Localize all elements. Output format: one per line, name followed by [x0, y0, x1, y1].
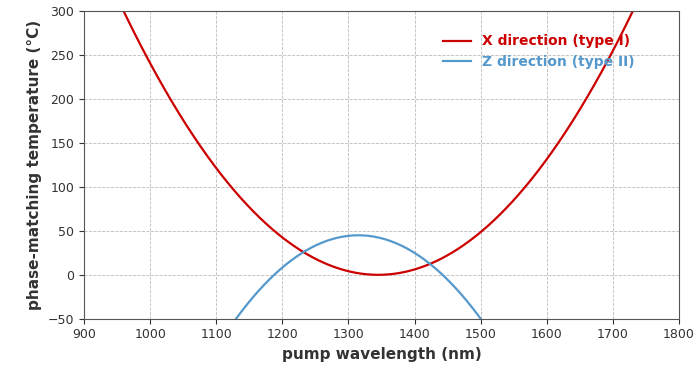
Z direction (type II) — [477, 316, 485, 321]
Z direction (type II) — [354, 233, 363, 237]
Y-axis label: phase-matching temperature (°C): phase-matching temperature (°C) — [27, 20, 42, 310]
Legend: X direction (type I), Z direction (type II): X direction (type I), Z direction (type … — [436, 27, 641, 76]
Z direction (type II) — [232, 316, 240, 321]
X-axis label: pump wavelength (nm): pump wavelength (nm) — [281, 347, 482, 362]
Z direction (type II) — [351, 233, 359, 238]
Line: X direction (type I): X direction (type I) — [84, 0, 679, 275]
X direction (type I) — [354, 271, 362, 275]
X direction (type I) — [369, 273, 377, 277]
Z direction (type II) — [344, 234, 353, 238]
Z direction (type II) — [470, 307, 478, 312]
Z direction (type II) — [425, 261, 433, 265]
Line: Z direction (type II): Z direction (type II) — [236, 235, 481, 319]
X direction (type I) — [374, 273, 382, 277]
Z direction (type II) — [470, 307, 478, 312]
Z direction (type II) — [244, 300, 253, 305]
X direction (type I) — [549, 148, 557, 153]
